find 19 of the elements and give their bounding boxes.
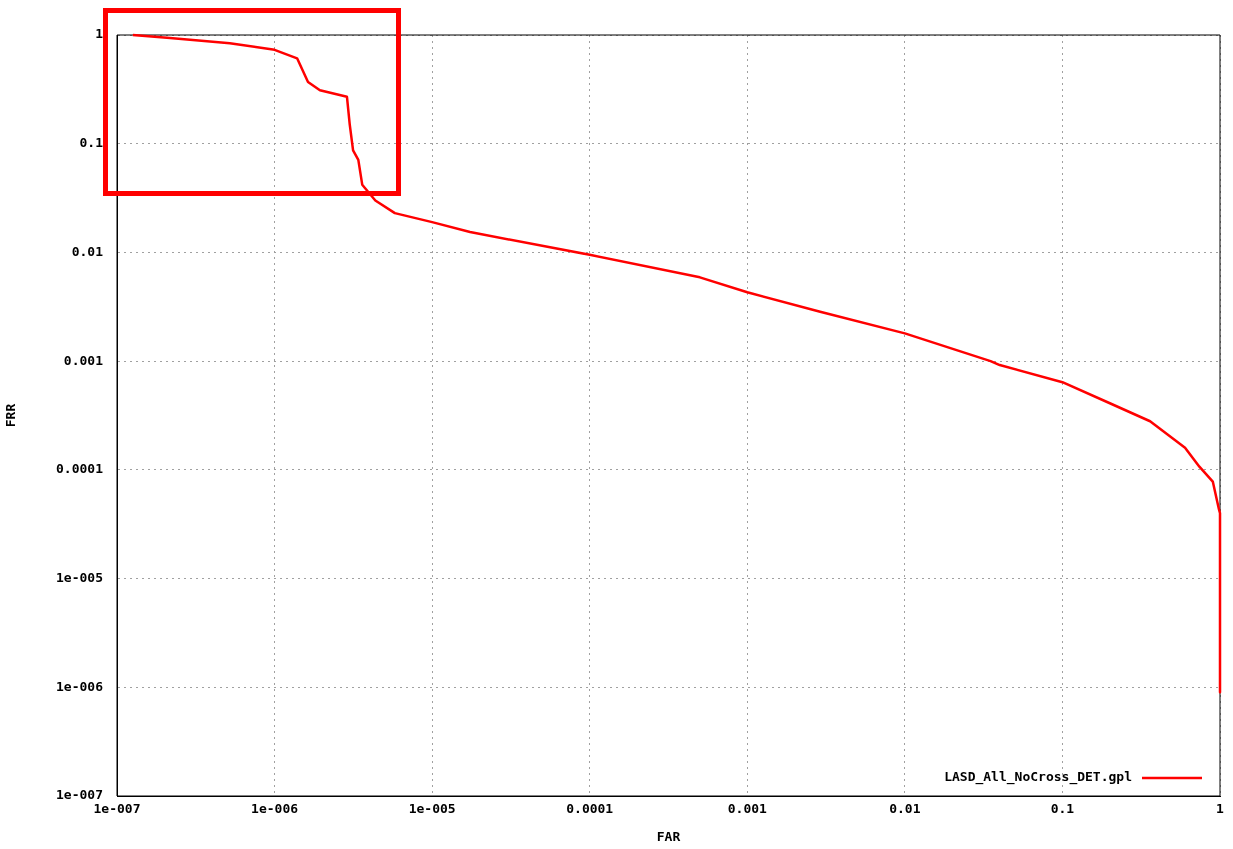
legend-label: LASD_All_NoCross_DET.gpl <box>944 769 1132 786</box>
y-tick-label: 0.1 <box>79 135 104 151</box>
x-tick-label: 0.1 <box>1050 801 1075 817</box>
y-tick-label: 1e-005 <box>56 569 103 585</box>
y-tick-label: 0.0001 <box>56 461 104 477</box>
x-axis-title: FAR <box>656 828 681 844</box>
x-tick-label: 1e-006 <box>251 801 299 817</box>
y-axis-title: FRR <box>3 403 19 428</box>
x-tick-label: 0.01 <box>889 801 921 817</box>
y-tick-label: 1e-007 <box>56 787 103 803</box>
y-tick-label: 1 <box>95 26 104 42</box>
x-tick-label: 1 <box>1216 801 1225 817</box>
y-tick-label: 0.01 <box>71 243 104 259</box>
y-tick-label: 0.001 <box>63 352 104 368</box>
x-tick-label: 1e-007 <box>93 801 141 817</box>
x-tick-label: 1e-005 <box>408 801 456 817</box>
x-tick-label: 0.001 <box>727 801 768 817</box>
y-tick-label: 1e-006 <box>56 678 104 694</box>
x-tick-label: 0.0001 <box>566 801 614 817</box>
